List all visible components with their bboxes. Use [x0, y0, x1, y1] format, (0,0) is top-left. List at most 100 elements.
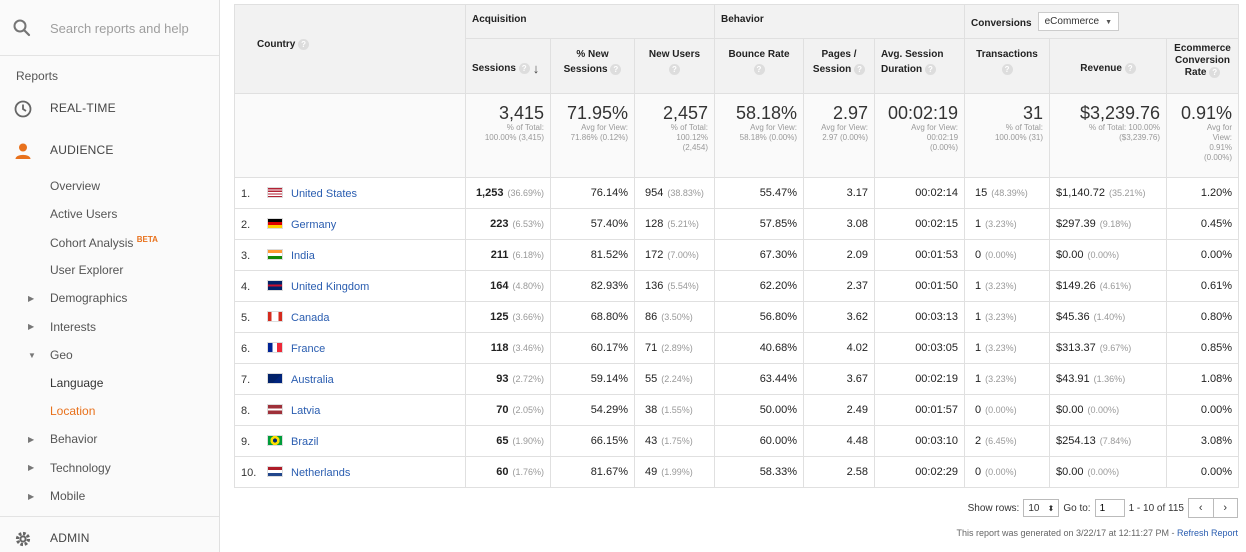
header-bounce-rate-label: Bounce Rate [728, 49, 790, 60]
header-bounce-rate[interactable]: Bounce Rate? [714, 38, 804, 94]
help-icon[interactable]: ? [518, 63, 530, 74]
help-icon[interactable]: ? [610, 63, 622, 75]
header-sessions-label: Sessions [472, 63, 516, 75]
header-new-sessions[interactable]: % New Sessions ? [550, 38, 635, 94]
header-transactions[interactable]: Transactions? [964, 38, 1051, 94]
bounce-rate-cell: 55.47% [714, 177, 804, 209]
nav-mobile[interactable]: Mobile [50, 489, 86, 503]
nav-admin[interactable]: ADMIN [0, 520, 219, 552]
help-icon[interactable]: ? [669, 63, 680, 75]
country-link[interactable]: United States [291, 187, 358, 200]
new-users-cell: 55 (2.24%) [634, 363, 715, 395]
header-new-users[interactable]: New Users? [634, 38, 715, 94]
sessions-pct: (2.05%) [512, 405, 544, 415]
nav-location[interactable]: Location [50, 404, 96, 418]
rows-per-page-select[interactable]: 10 ⬍ [1023, 499, 1060, 517]
new-users-cell: 43 (1.75%) [634, 425, 715, 457]
country-link[interactable]: Germany [291, 218, 337, 231]
revenue-cell: $43.91 (1.36%) [1049, 363, 1168, 395]
nav-cohort-analysis[interactable]: Cohort Analysis BETA [50, 235, 158, 250]
report-table-area: Country ? Acquisition Behavior Conversio… [234, 4, 1240, 544]
nav-geo[interactable]: Geo [50, 348, 73, 362]
header-new-sessions-line2: Sessions [563, 64, 608, 75]
nav-user-explorer[interactable]: User Explorer [50, 263, 124, 277]
header-country[interactable]: Country ? [234, 4, 466, 94]
table-row: 8. Latvia 70 (2.05%) 54.29% 38 (1.55%) 50.00% 2.… [234, 394, 1240, 426]
header-avg-session-duration[interactable]: Avg. Session Duration ? [873, 38, 966, 94]
country-link[interactable]: India [291, 249, 315, 262]
total-ecr-sub3: 0.91% [1209, 143, 1233, 152]
new-users-cell: 49 (1.99%) [634, 456, 715, 488]
new-sessions-cell: 57.40% [550, 208, 635, 240]
nav-technology[interactable]: Technology [50, 461, 111, 475]
nav-active-users[interactable]: Active Users [50, 207, 118, 221]
goto-input[interactable] [1094, 499, 1125, 517]
clock-icon [14, 100, 32, 118]
sort-down-icon[interactable]: ↓ [532, 61, 540, 76]
bounce-rate-cell: 56.80% [714, 301, 804, 333]
search-icon[interactable] [12, 18, 32, 38]
nav-overview[interactable]: Overview [50, 179, 101, 193]
transactions-value: 1 [975, 311, 982, 323]
country-link[interactable]: United Kingdom [291, 280, 370, 293]
prev-page-button[interactable]: ‹ [1189, 499, 1214, 517]
sessions-cell: 93 (2.72%) [465, 363, 551, 395]
revenue-cell: $45.36 (1.40%) [1049, 301, 1168, 333]
nav-language[interactable]: Language [50, 376, 104, 390]
duration-cell: 00:02:14 [873, 177, 966, 209]
sessions-cell: 118 (3.46%) [465, 332, 551, 364]
header-duration-line2: Duration [881, 64, 923, 75]
conversion-type-select[interactable]: eCommerce ▼ [1037, 12, 1119, 31]
transactions-value: 1 [975, 280, 982, 292]
country-link[interactable]: Latvia [291, 404, 321, 417]
total-new-users-sub3: (2,454) [682, 143, 708, 152]
search-input[interactable] [50, 14, 210, 42]
header-ecommerce-conversion-rate[interactable]: Ecommerce Conversion Rate ? [1166, 38, 1240, 94]
revenue-value: $0.00 [1056, 466, 1084, 478]
table-row: 9. Brazil 65 (1.90%) 66.15% 43 (1.75%) 60.00% 4.… [234, 425, 1240, 457]
row-rank: 1. [241, 187, 251, 200]
help-icon[interactable]: ? [1209, 67, 1221, 78]
header-pages-per-session[interactable]: Pages / Session ? [803, 38, 875, 94]
country-link[interactable]: France [291, 342, 326, 355]
total-new-users-sub2: 100.12% [676, 133, 708, 142]
next-page-button[interactable]: › [1223, 502, 1228, 514]
country-link[interactable]: Australia [291, 373, 334, 386]
pages-cell: 3.17 [803, 177, 875, 209]
help-icon[interactable]: ? [753, 63, 765, 75]
nav-audience[interactable]: AUDIENCE [0, 132, 219, 168]
revenue-pct: (4.61%) [1099, 281, 1132, 291]
transactions-value: 1 [975, 342, 982, 354]
country-link[interactable]: Netherlands [291, 466, 351, 479]
country-link[interactable]: Canada [291, 311, 330, 324]
conversion-rate-cell: 1.08% [1166, 363, 1240, 395]
sessions-pct: (6.53%) [512, 219, 544, 229]
help-icon[interactable]: ? [1001, 63, 1013, 75]
nav-realtime[interactable]: REAL-TIME [0, 90, 219, 126]
duration-cell: 00:02:29 [873, 456, 966, 488]
duration-cell: 00:03:10 [873, 425, 966, 457]
nav-demographics[interactable]: Demographics [50, 291, 128, 305]
new-users-cell: 954 (38.83%) [634, 177, 715, 209]
revenue-pct: (0.00%) [1087, 250, 1120, 260]
revenue-value: $1,140.72 [1056, 187, 1105, 199]
sessions-pct: (1.76%) [512, 467, 544, 477]
refresh-report-link[interactable]: Refresh Report [1176, 528, 1238, 538]
row-rank: 8. [241, 404, 251, 417]
help-icon[interactable]: ? [1124, 62, 1136, 74]
conversion-rate-cell: 1.20% [1166, 177, 1240, 209]
pages-cell: 2.37 [803, 270, 875, 302]
country-link[interactable]: Brazil [291, 435, 319, 448]
help-icon[interactable]: ? [854, 63, 866, 75]
conversion-rate-cell: 3.08% [1166, 425, 1240, 457]
header-sessions[interactable]: Sessions ? ↓ [465, 38, 551, 94]
total-new-sessions-value: 71.95% [566, 103, 628, 123]
sessions-value: 164 [490, 280, 509, 292]
help-icon[interactable]: ? [924, 63, 936, 75]
help-icon[interactable]: ? [298, 39, 310, 50]
nav-behavior[interactable]: Behavior [50, 432, 98, 446]
header-revenue[interactable]: Revenue ? [1049, 38, 1168, 94]
transactions-cell: 1 (3.23%) [964, 270, 1051, 302]
revenue-value: $149.26 [1056, 280, 1096, 292]
nav-interests[interactable]: Interests [50, 320, 97, 334]
